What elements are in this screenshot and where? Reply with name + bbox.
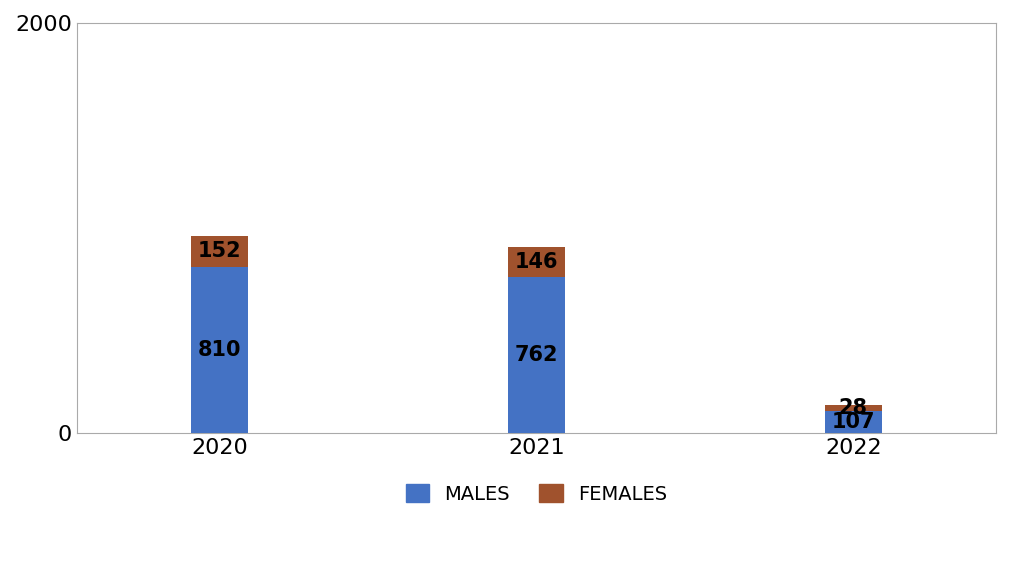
Bar <box>508 247 565 277</box>
Bar <box>825 411 882 433</box>
Text: 152: 152 <box>197 241 242 262</box>
Bar <box>508 277 565 433</box>
Bar <box>825 405 882 411</box>
Text: 810: 810 <box>197 340 242 360</box>
Bar <box>191 267 248 433</box>
Legend: MALES, FEMALES: MALES, FEMALES <box>395 475 677 513</box>
Bar <box>191 236 248 267</box>
Text: 28: 28 <box>839 398 867 418</box>
Text: 107: 107 <box>832 412 876 432</box>
Text: 146: 146 <box>515 252 558 272</box>
Text: 762: 762 <box>515 345 558 365</box>
